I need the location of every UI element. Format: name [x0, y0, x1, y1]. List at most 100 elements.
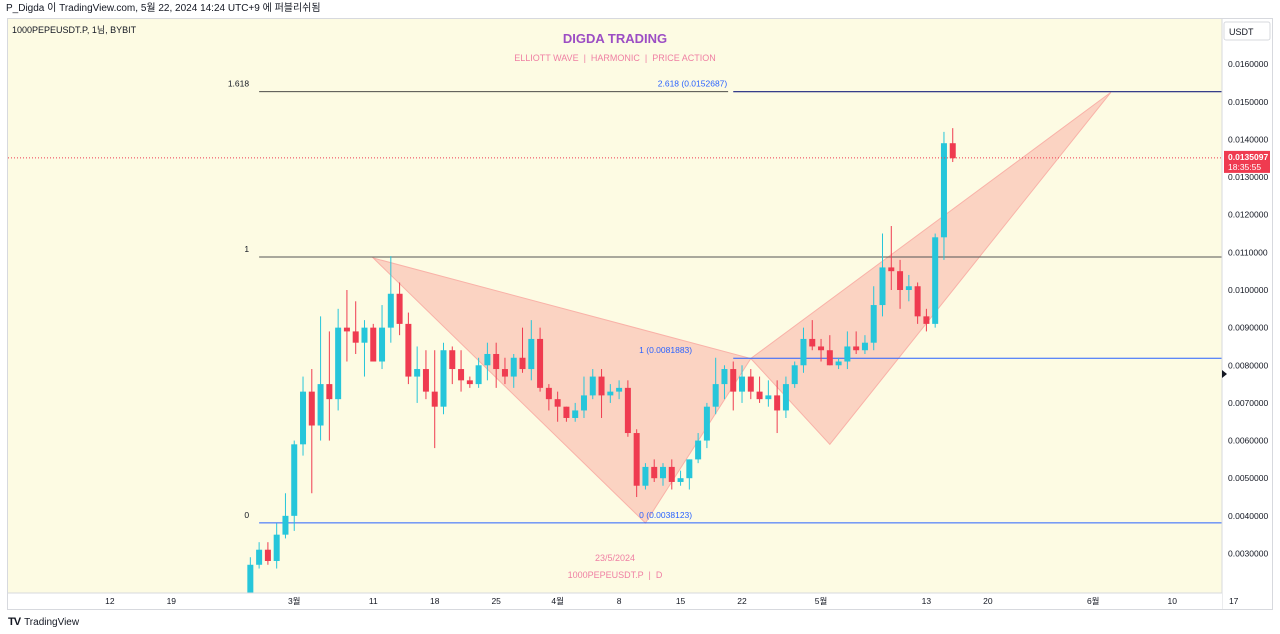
candle-body: [387, 293, 394, 328]
candle-body: [809, 338, 816, 347]
time-axis-label: 19: [167, 596, 177, 606]
tradingview-logo-text: TradingView: [24, 616, 80, 628]
time-axis-label: 13: [922, 596, 932, 606]
candle-body: [405, 323, 412, 377]
candle-body: [510, 357, 517, 377]
candle-body: [756, 391, 763, 400]
candle-body: [370, 327, 377, 362]
candle-body: [335, 327, 342, 400]
price-axis-label: 0.0080000: [1228, 360, 1268, 370]
candle-body: [317, 384, 324, 426]
price-axis-label: 0.0140000: [1228, 134, 1268, 144]
candle-body: [326, 384, 333, 400]
candle-body: [466, 380, 473, 385]
fibonacci-levels: 1.618 2.618 (0.0152687) 1 1 (0.0081883) 0 0 (…: [228, 79, 1222, 524]
publish-caption: P_Digda 이 TradingView.com, 5월 22, 2024 1…: [0, 0, 1280, 18]
candles: [247, 128, 956, 603]
candle-body: [440, 350, 447, 407]
time-axis-label: 3월: [288, 596, 301, 606]
candle-body: [695, 440, 702, 460]
candle-body: [493, 353, 500, 370]
fib-level-label: 1 (0.0081883): [639, 345, 692, 355]
candle-body: [361, 327, 368, 343]
currency-selector[interactable]: [1223, 21, 1271, 41]
candle-body: [642, 466, 649, 486]
time-axis-label: 18: [430, 596, 440, 606]
candle-body: [651, 466, 658, 479]
pattern-triangle-bcd: [750, 91, 1112, 446]
candle-body: [282, 515, 289, 535]
tradingview-logo[interactable]: TV TradingView: [8, 616, 79, 628]
chart-frame[interactable]: 1.618 2.618 (0.0152687) 1 1 (0.0081883) 0 0 (…: [7, 18, 1273, 610]
fib-ratio-label: 1: [244, 244, 249, 254]
candle-body: [668, 466, 675, 482]
candle-body: [774, 395, 781, 411]
candle-body: [537, 338, 544, 388]
scroll-right-icon[interactable]: [1222, 370, 1227, 378]
time-axis-label: 25: [491, 596, 501, 606]
candle-body: [835, 361, 842, 366]
candle-body: [352, 331, 359, 343]
price-axis-label: 0.0050000: [1228, 473, 1268, 483]
candle-body: [818, 346, 825, 351]
candle-body: [449, 350, 456, 370]
time-axis[interactable]: [8, 593, 1222, 609]
price-chart[interactable]: 1.618 2.618 (0.0152687) 1 1 (0.0081883) 0 0 (…: [8, 19, 1272, 609]
candle-body: [853, 346, 860, 351]
time-axis-label: 4월: [551, 596, 564, 606]
time-axis-label: 17: [1229, 596, 1239, 606]
price-axis-label: 0.0120000: [1228, 210, 1268, 220]
candle-body: [519, 357, 526, 370]
price-axis-label: 0.0130000: [1228, 172, 1268, 182]
price-axis[interactable]: [1222, 19, 1272, 609]
candle-body: [870, 305, 877, 343]
candle-body: [826, 350, 833, 366]
candle-body: [923, 316, 930, 324]
watermark-date: 23/5/2024: [595, 553, 635, 563]
plot-background[interactable]: [8, 19, 1222, 593]
candle-body: [739, 376, 746, 392]
candle-body: [563, 406, 570, 418]
time-axis-label: 22: [737, 596, 747, 606]
candle-body: [703, 406, 710, 441]
candle-body: [422, 369, 429, 392]
candle-body: [730, 369, 737, 392]
fib-level-label: 2.618 (0.0152687): [658, 79, 728, 89]
candle-body: [580, 395, 587, 411]
candle-body: [291, 444, 298, 516]
price-axis-label: 0.0030000: [1228, 548, 1268, 558]
time-axis-label: 20: [983, 596, 993, 606]
candle-body: [431, 391, 438, 407]
time-axis-label: 11: [369, 596, 378, 606]
candle-body: [782, 384, 789, 411]
candle-body: [589, 376, 596, 396]
current-price-value: 0.0135097: [1228, 152, 1268, 162]
candle-body: [660, 466, 666, 479]
candle-body: [949, 143, 956, 159]
price-axis-label: 0.0100000: [1228, 285, 1268, 295]
candle-body: [932, 237, 939, 324]
chart-symbol-label: 1000PEPEUSDT.P, 1님, BYBIT: [12, 25, 137, 35]
price-axis-label: 0.0060000: [1228, 436, 1268, 446]
watermark-symbol: 1000PEPEUSDT.P | D: [568, 570, 663, 580]
price-axis-label: 0.0040000: [1228, 511, 1268, 521]
candle-body: [264, 549, 271, 562]
candle-body: [721, 369, 728, 385]
fib-ratio-label: 1.618: [228, 79, 250, 89]
price-axis-label: 0.0070000: [1228, 398, 1268, 408]
candle-body: [484, 353, 491, 366]
candle-body: [414, 369, 421, 377]
time-axis-labels: 12 19 3월 11 18 25 4월 8 15 22 5월 13 20 6월 10 17: [105, 596, 1239, 606]
time-axis-label: 6월: [1087, 596, 1100, 606]
candle-body: [308, 391, 315, 426]
candle-body: [879, 267, 886, 306]
footer: TV TradingView: [0, 612, 1280, 634]
time-axis-label: 10: [1168, 596, 1178, 606]
candle-body: [677, 478, 684, 482]
candle-body: [686, 459, 693, 479]
time-axis-label: 12: [105, 596, 115, 606]
time-axis-label: 5월: [815, 596, 828, 606]
current-price-tag: 0.0135097 18:35:55: [1224, 150, 1270, 173]
candle-body: [905, 286, 912, 291]
candle-body: [888, 267, 895, 272]
